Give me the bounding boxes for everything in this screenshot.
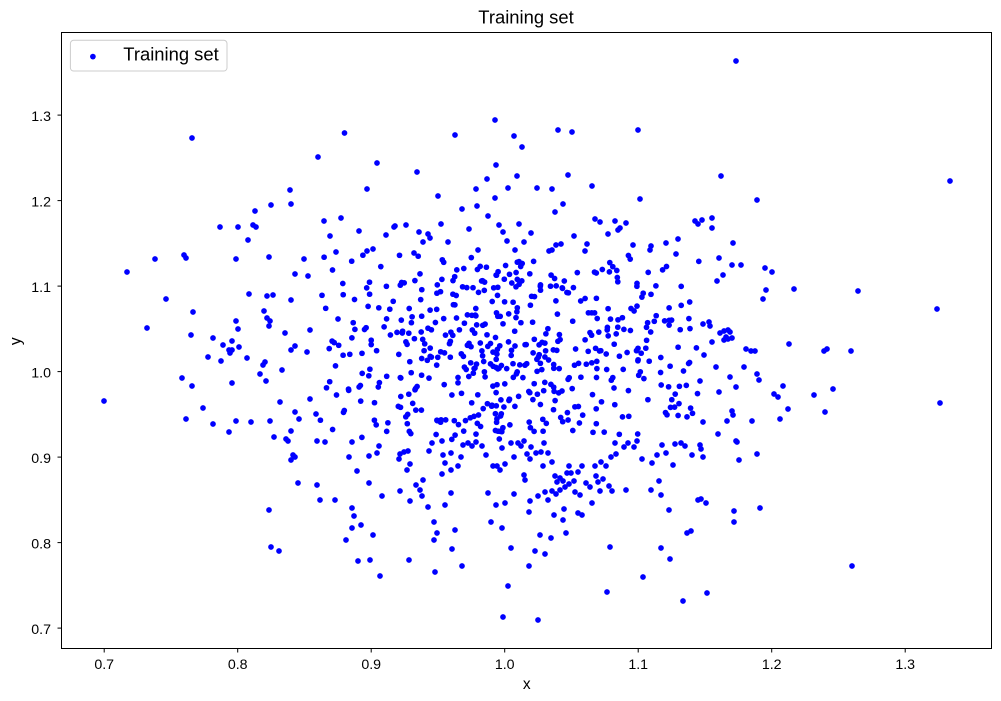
svg-text:0.8: 0.8 (228, 657, 248, 673)
svg-text:0.7: 0.7 (94, 657, 114, 673)
svg-text:1.3: 1.3 (31, 109, 51, 125)
svg-text:0.9: 0.9 (361, 657, 381, 673)
svg-text:1.0: 1.0 (495, 657, 515, 673)
svg-text:x: x (523, 676, 531, 693)
svg-text:0.9: 0.9 (31, 451, 51, 467)
svg-text:1.2: 1.2 (31, 195, 51, 211)
svg-text:1.1: 1.1 (31, 280, 51, 296)
svg-text:1.3: 1.3 (895, 657, 915, 673)
svg-text:0.7: 0.7 (31, 622, 51, 638)
svg-text:1.2: 1.2 (762, 657, 782, 673)
svg-text:1.0: 1.0 (31, 366, 51, 382)
svg-text:1.1: 1.1 (628, 657, 648, 673)
svg-text:0.8: 0.8 (31, 537, 51, 553)
svg-text:y: y (7, 337, 24, 345)
svg-text:Training set: Training set (478, 6, 573, 27)
svg-text:Training set: Training set (123, 44, 218, 65)
